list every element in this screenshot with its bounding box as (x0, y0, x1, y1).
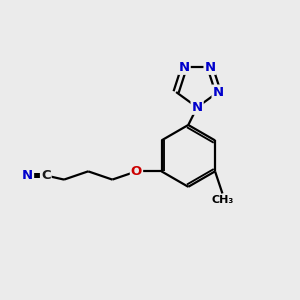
Text: N: N (205, 61, 216, 74)
Text: N: N (191, 101, 203, 114)
Text: N: N (213, 85, 224, 98)
Text: C: C (41, 169, 51, 182)
Text: N: N (178, 61, 190, 74)
Text: O: O (131, 165, 142, 178)
Text: CH₃: CH₃ (211, 195, 233, 205)
Text: N: N (22, 169, 33, 182)
